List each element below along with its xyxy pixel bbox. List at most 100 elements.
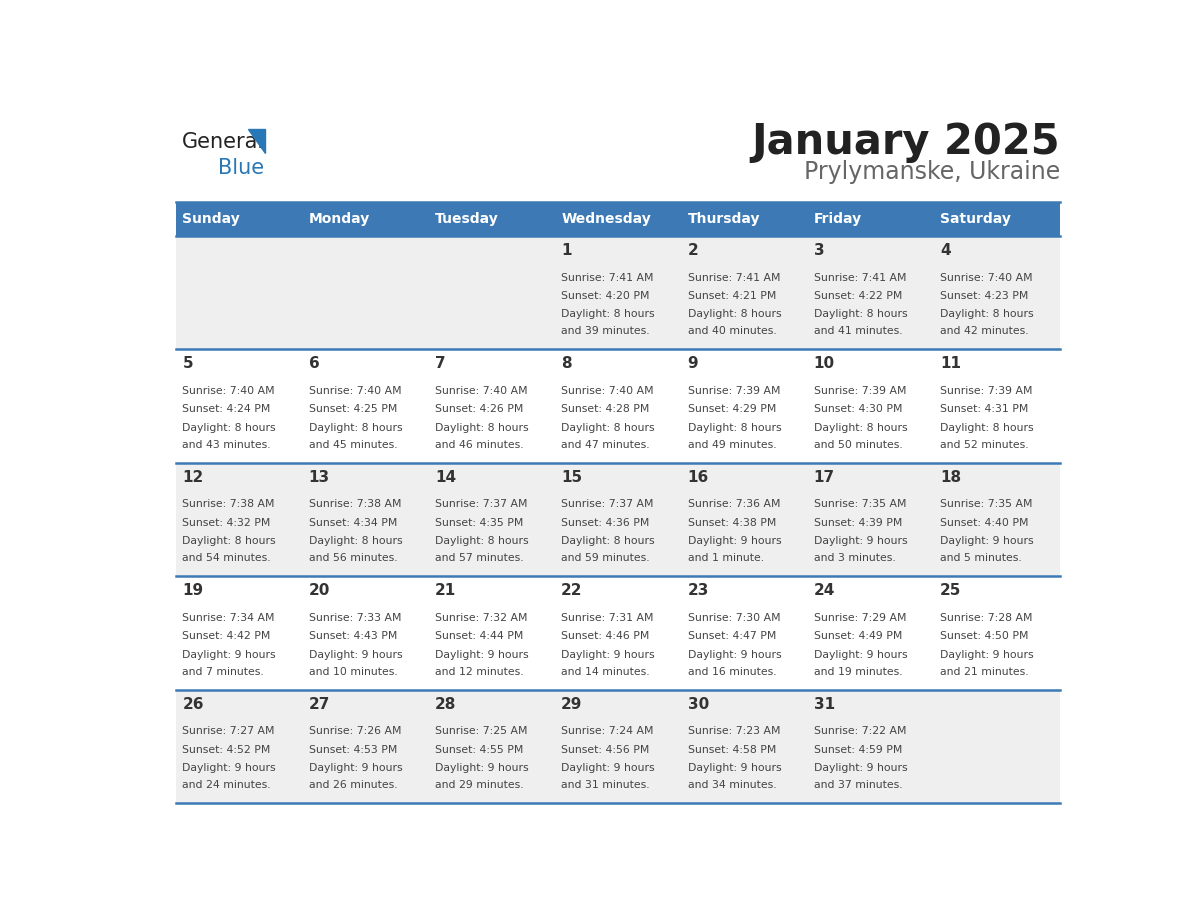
Text: Sunset: 4:20 PM: Sunset: 4:20 PM <box>561 291 650 301</box>
Text: Daylight: 9 hours: Daylight: 9 hours <box>940 536 1034 546</box>
Text: and 43 minutes.: and 43 minutes. <box>183 440 271 450</box>
Text: 11: 11 <box>940 356 961 372</box>
Text: Sunrise: 7:28 AM: Sunrise: 7:28 AM <box>940 613 1032 623</box>
Text: Daylight: 8 hours: Daylight: 8 hours <box>561 423 655 433</box>
Text: Sunset: 4:31 PM: Sunset: 4:31 PM <box>940 405 1029 415</box>
Bar <box>303 463 429 577</box>
Text: Daylight: 9 hours: Daylight: 9 hours <box>940 650 1034 660</box>
Text: 7: 7 <box>435 356 446 372</box>
Text: Sunrise: 7:33 AM: Sunrise: 7:33 AM <box>309 613 402 623</box>
Bar <box>555 202 681 236</box>
Text: Daylight: 8 hours: Daylight: 8 hours <box>814 423 908 433</box>
Text: Sunset: 4:21 PM: Sunset: 4:21 PM <box>688 291 776 301</box>
Text: Sunrise: 7:27 AM: Sunrise: 7:27 AM <box>183 726 274 736</box>
Text: Sunset: 4:28 PM: Sunset: 4:28 PM <box>561 405 650 415</box>
Text: Blue: Blue <box>219 158 265 178</box>
Text: Daylight: 8 hours: Daylight: 8 hours <box>435 536 529 546</box>
Text: Daylight: 9 hours: Daylight: 9 hours <box>814 536 908 546</box>
Bar <box>934 350 1060 463</box>
Text: Monday: Monday <box>309 212 369 226</box>
Text: Daylight: 8 hours: Daylight: 8 hours <box>435 423 529 433</box>
Text: and 3 minutes.: and 3 minutes. <box>814 554 896 564</box>
Bar <box>555 350 681 463</box>
Text: Sunset: 4:36 PM: Sunset: 4:36 PM <box>561 518 650 528</box>
Text: and 7 minutes.: and 7 minutes. <box>183 666 264 677</box>
Text: Sunset: 4:30 PM: Sunset: 4:30 PM <box>814 405 902 415</box>
Bar <box>934 689 1060 803</box>
Bar <box>681 689 808 803</box>
Text: Sunset: 4:22 PM: Sunset: 4:22 PM <box>814 291 902 301</box>
Bar <box>176 689 303 803</box>
Text: Daylight: 9 hours: Daylight: 9 hours <box>183 650 276 660</box>
Text: Daylight: 8 hours: Daylight: 8 hours <box>688 309 782 319</box>
Text: and 29 minutes.: and 29 minutes. <box>435 780 524 790</box>
Text: and 52 minutes.: and 52 minutes. <box>940 440 1029 450</box>
Text: 8: 8 <box>561 356 571 372</box>
Text: Sunrise: 7:29 AM: Sunrise: 7:29 AM <box>814 613 906 623</box>
Text: 26: 26 <box>183 697 204 711</box>
Text: 3: 3 <box>814 243 824 258</box>
Text: Sunset: 4:46 PM: Sunset: 4:46 PM <box>561 632 650 642</box>
Text: Sunrise: 7:40 AM: Sunrise: 7:40 AM <box>940 273 1032 283</box>
Bar <box>934 236 1060 350</box>
Text: Sunset: 4:52 PM: Sunset: 4:52 PM <box>183 744 271 755</box>
Bar <box>176 350 303 463</box>
Text: Daylight: 9 hours: Daylight: 9 hours <box>561 650 655 660</box>
Text: Sunrise: 7:38 AM: Sunrise: 7:38 AM <box>183 499 274 509</box>
Text: Daylight: 9 hours: Daylight: 9 hours <box>688 650 782 660</box>
Text: Sunset: 4:34 PM: Sunset: 4:34 PM <box>309 518 397 528</box>
Text: Sunrise: 7:41 AM: Sunrise: 7:41 AM <box>688 273 781 283</box>
Bar <box>681 350 808 463</box>
Text: Daylight: 9 hours: Daylight: 9 hours <box>688 536 782 546</box>
Text: Daylight: 8 hours: Daylight: 8 hours <box>940 423 1034 433</box>
Text: 14: 14 <box>435 470 456 485</box>
Text: Daylight: 9 hours: Daylight: 9 hours <box>309 763 403 773</box>
Text: and 19 minutes.: and 19 minutes. <box>814 666 903 677</box>
Text: Sunset: 4:23 PM: Sunset: 4:23 PM <box>940 291 1029 301</box>
Text: Sunset: 4:58 PM: Sunset: 4:58 PM <box>688 744 776 755</box>
Text: Sunset: 4:53 PM: Sunset: 4:53 PM <box>309 744 397 755</box>
Text: Sunrise: 7:40 AM: Sunrise: 7:40 AM <box>309 386 402 397</box>
Bar <box>934 577 1060 689</box>
Text: Sunset: 4:49 PM: Sunset: 4:49 PM <box>814 632 902 642</box>
Text: Sunrise: 7:22 AM: Sunrise: 7:22 AM <box>814 726 906 736</box>
Bar <box>303 577 429 689</box>
Text: Sunset: 4:59 PM: Sunset: 4:59 PM <box>814 744 902 755</box>
Text: 19: 19 <box>183 583 203 599</box>
Text: 4: 4 <box>940 243 950 258</box>
Text: 30: 30 <box>688 697 709 711</box>
Bar <box>934 202 1060 236</box>
Text: Sunset: 4:44 PM: Sunset: 4:44 PM <box>435 632 524 642</box>
Text: Sunset: 4:43 PM: Sunset: 4:43 PM <box>309 632 397 642</box>
Bar <box>555 577 681 689</box>
Text: Daylight: 8 hours: Daylight: 8 hours <box>940 309 1034 319</box>
Text: Sunrise: 7:40 AM: Sunrise: 7:40 AM <box>435 386 527 397</box>
Text: Sunset: 4:56 PM: Sunset: 4:56 PM <box>561 744 650 755</box>
Text: 21: 21 <box>435 583 456 599</box>
Text: and 16 minutes.: and 16 minutes. <box>688 666 776 677</box>
Text: 22: 22 <box>561 583 583 599</box>
Text: and 10 minutes.: and 10 minutes. <box>309 666 398 677</box>
Bar <box>176 236 303 350</box>
Bar <box>555 236 681 350</box>
Text: Sunrise: 7:41 AM: Sunrise: 7:41 AM <box>561 273 653 283</box>
Text: Sunrise: 7:23 AM: Sunrise: 7:23 AM <box>688 726 781 736</box>
Text: Sunset: 4:55 PM: Sunset: 4:55 PM <box>435 744 524 755</box>
Text: Sunrise: 7:40 AM: Sunrise: 7:40 AM <box>183 386 276 397</box>
Text: and 31 minutes.: and 31 minutes. <box>561 780 650 790</box>
Text: Sunset: 4:40 PM: Sunset: 4:40 PM <box>940 518 1029 528</box>
Text: Sunrise: 7:24 AM: Sunrise: 7:24 AM <box>561 726 653 736</box>
Text: and 46 minutes.: and 46 minutes. <box>435 440 524 450</box>
Bar <box>808 689 934 803</box>
Bar <box>681 463 808 577</box>
Text: 12: 12 <box>183 470 203 485</box>
Text: Thursday: Thursday <box>688 212 760 226</box>
Text: Sunrise: 7:31 AM: Sunrise: 7:31 AM <box>561 613 653 623</box>
Text: Sunrise: 7:30 AM: Sunrise: 7:30 AM <box>688 613 781 623</box>
Text: and 40 minutes.: and 40 minutes. <box>688 327 776 337</box>
Text: Daylight: 9 hours: Daylight: 9 hours <box>435 763 529 773</box>
Text: 23: 23 <box>688 583 709 599</box>
Text: Sunrise: 7:39 AM: Sunrise: 7:39 AM <box>688 386 781 397</box>
Text: Daylight: 8 hours: Daylight: 8 hours <box>309 536 403 546</box>
Bar <box>176 202 303 236</box>
